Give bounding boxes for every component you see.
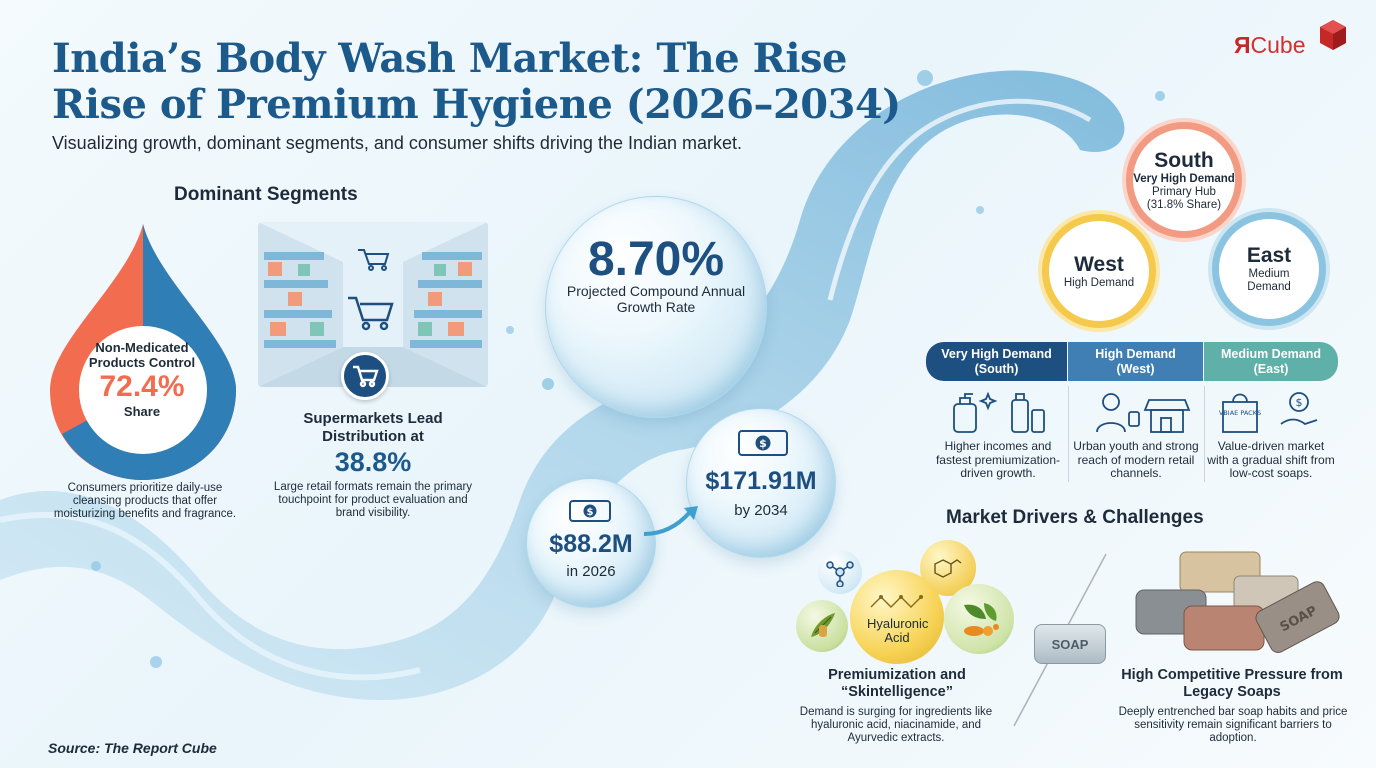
premiumization-description: Demand is surging for ingredients like h… (799, 706, 993, 744)
premiumization-title: Premiumization and “Skintelligence” (828, 667, 966, 700)
drivers-heading: Market Drivers & Challenges (946, 507, 1204, 528)
page-title: India’s Body Wash Market: The Rise Rise … (52, 36, 952, 128)
tab-region: (South) (974, 361, 1019, 376)
urban-shopper-store-icon (1096, 393, 1191, 433)
region-south-badge: South Very High Demand Primary Hub (31.8… (1126, 122, 1242, 238)
title-line-2: Rise of Premium Hygiene (2026–2034) (52, 81, 901, 128)
region-column-east: VBIAE PACKS $ (1204, 386, 1338, 482)
logo-cube: Cube (1250, 32, 1306, 58)
tab-very-high-demand: Very High Demand (South) (926, 342, 1067, 381)
hyaluronic-acid-orb: Hyaluronic Acid (850, 570, 944, 664)
cagr-value: 8.70% (587, 233, 725, 286)
hyaluronic-acid-label: Hyaluronic Acid (867, 616, 929, 645)
body-wash-bottles-icon (953, 391, 1045, 433)
source-note: Source: The Report Cube (48, 740, 217, 756)
dollar-bill-icon: $ (738, 430, 788, 456)
year-2034: by 2034 (734, 502, 788, 519)
tab-region: (East) (1253, 361, 1289, 376)
molecule-orb-icon (818, 550, 862, 594)
region-desc-east: Value-driven market with a gradual shift… (1207, 439, 1335, 480)
cagr-label: Projected Compound Annual Growth Rate (566, 283, 746, 315)
segments-heading: Dominant Segments (174, 184, 358, 205)
package-label: VBIAE PACKS (1219, 409, 1261, 417)
region-east-badge: East Medium Demand (1212, 212, 1326, 326)
dollar-bill-icon: $ (569, 500, 611, 522)
supermarkets-value: 38.8% (334, 447, 412, 477)
supermarkets-title: Supermarkets Lead Distribution at (303, 410, 443, 445)
region-east-demand: Medium Demand (1247, 268, 1291, 293)
region-south-hub: Primary Hub (1152, 185, 1216, 198)
page-subtitle: Visualizing growth, dominant segments, a… (52, 133, 743, 153)
title-line-1: India’s Body Wash Market: The Rise (52, 35, 848, 82)
region-south-share: (31.8% Share) (1146, 198, 1222, 211)
svg-text:$: $ (1296, 396, 1303, 409)
tab-region: (West) (1116, 361, 1155, 376)
year-2026: in 2026 (566, 563, 616, 580)
non-medicated-callout: Non-Medicated Products Control 72.4% Sha… (76, 340, 208, 419)
cagr-bubble (545, 196, 767, 418)
value-2034: $171.91M (705, 467, 817, 495)
region-desc-south: Higher incomes and fastest premiumizatio… (935, 439, 1061, 480)
soap-bar-icon: SOAP (1034, 624, 1106, 664)
non-medicated-label: Non-Medicated Products Control (88, 340, 196, 370)
legacy-soap-bricks-image: SOAP (1135, 551, 1340, 653)
herbal-extract-orb-icon (796, 600, 848, 652)
value-2034-bubble (686, 408, 836, 558)
value-2026: $88.2M (549, 530, 633, 558)
region-column-south (930, 386, 1066, 482)
region-west-badge: West High Demand (1042, 214, 1156, 328)
region-south-demand: Very High Demand (1133, 172, 1235, 185)
tab-medium-demand: Medium Demand (East) (1204, 342, 1338, 381)
region-south-name: South (1154, 148, 1214, 172)
growth-arrow-icon (643, 506, 698, 536)
value-packs-coin-icon: VBIAE PACKS $ (1219, 392, 1318, 433)
tab-label: Very High Demand (941, 346, 1052, 361)
svg-text:$: $ (759, 437, 767, 450)
competition-title: High Competitive Pressure from Legacy So… (1121, 667, 1343, 700)
turmeric-leaf-orb-icon (944, 584, 1014, 654)
non-medicated-share-drop (50, 224, 236, 480)
non-medicated-value: 72.4% (99, 370, 185, 403)
shopping-cart-icon (341, 352, 389, 400)
tab-high-demand: High Demand (West) (1068, 342, 1203, 381)
region-west-name: West (1074, 252, 1124, 276)
non-medicated-description: Consumers prioritize daily-use cleansing… (53, 482, 237, 520)
tab-label: High Demand (1095, 346, 1176, 361)
region-desc-west: Urban youth and strong reach of modern r… (1073, 439, 1199, 480)
value-2026-bubble (526, 478, 656, 608)
logo-r: Я (1234, 32, 1251, 58)
region-west-demand: High Demand (1063, 276, 1135, 289)
region-east-name: East (1246, 244, 1292, 267)
competition-description: Deeply entrenched bar soap habits and pr… (1118, 706, 1348, 744)
report-cube-logo: ЯCube (1234, 18, 1354, 78)
tab-label: Medium Demand (1220, 346, 1321, 361)
region-column-west (1068, 386, 1203, 482)
svg-text:$: $ (587, 507, 594, 518)
supermarkets-description: Large retail formats remain the primary … (273, 481, 473, 519)
cube-icon (1320, 20, 1346, 50)
non-medicated-share-label: Share (123, 404, 161, 419)
